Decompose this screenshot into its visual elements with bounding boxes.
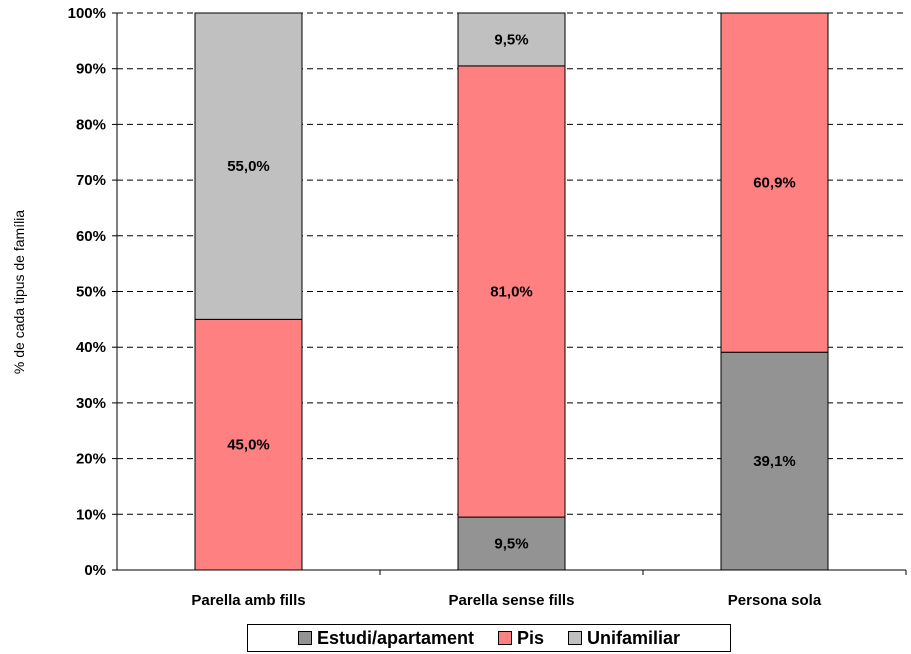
y-tick-label: 40% xyxy=(76,339,106,356)
bar-segment-pis xyxy=(194,318,303,571)
data-label: 55,0% xyxy=(227,158,270,175)
legend-swatch xyxy=(568,631,583,645)
legend-item: Estudi/apartament xyxy=(297,627,474,649)
y-tick-label: 70% xyxy=(76,172,106,189)
y-tick-label: 20% xyxy=(76,451,106,468)
legend-label: Unifamiliar xyxy=(587,627,681,648)
bar-segment-pis xyxy=(457,65,566,518)
data-label: 60,9% xyxy=(753,175,796,192)
legend: Estudi/apartament Pis Unifamiliar xyxy=(247,624,731,652)
data-label: 9,5% xyxy=(494,536,528,553)
x-category-label: Parella amb fills xyxy=(191,592,305,609)
legend-label: Pis xyxy=(516,627,545,648)
x-category-label: Persona sola xyxy=(728,592,822,609)
bar-segment-pis xyxy=(720,12,829,353)
bar-segment-estudi-apartament xyxy=(457,516,566,571)
stacked-bar-chart: 0% 10% 20% 30% 40% 50% 60% 70% 80% 90% 100% Parella… xyxy=(11,5,907,609)
data-label: 39,1% xyxy=(753,453,796,470)
y-tick-label: 10% xyxy=(76,506,106,523)
y-tick-label: 30% xyxy=(76,395,106,412)
bars xyxy=(194,12,829,571)
legend-swatch xyxy=(297,631,312,645)
legend-item: Pis xyxy=(497,627,545,649)
x-category-label: Parella sense fills xyxy=(449,592,575,609)
y-tick-label: 0% xyxy=(84,562,106,579)
y-tick-label: 90% xyxy=(76,61,106,78)
data-labels: 45,0% 55,0% 9,5% 81,0% 9,5% 39,1% 60,9% xyxy=(227,31,796,552)
legend-item: Unifamiliar xyxy=(568,628,680,649)
y-tick-label: 60% xyxy=(76,228,106,245)
bar-segment-unifamiliar xyxy=(194,12,303,320)
bar-segment-unifamiliar xyxy=(457,12,566,67)
y-tick-label: 50% xyxy=(76,284,106,301)
axes: 0% 10% 20% 30% 40% 50% 60% 70% 80% 90% 100% Parella… xyxy=(68,5,907,609)
data-label: 9,5% xyxy=(494,31,528,48)
legend-label: Estudi/apartament xyxy=(316,627,474,648)
y-axis-title: % de cada tipus de família xyxy=(11,210,27,374)
y-tick-label: 100% xyxy=(68,5,106,22)
legend-swatch xyxy=(497,631,512,645)
bar-segment-estudi-apartament xyxy=(720,351,829,571)
y-tick-label: 80% xyxy=(76,116,106,133)
data-label: 45,0% xyxy=(227,437,270,454)
data-label: 81,0% xyxy=(490,284,533,301)
